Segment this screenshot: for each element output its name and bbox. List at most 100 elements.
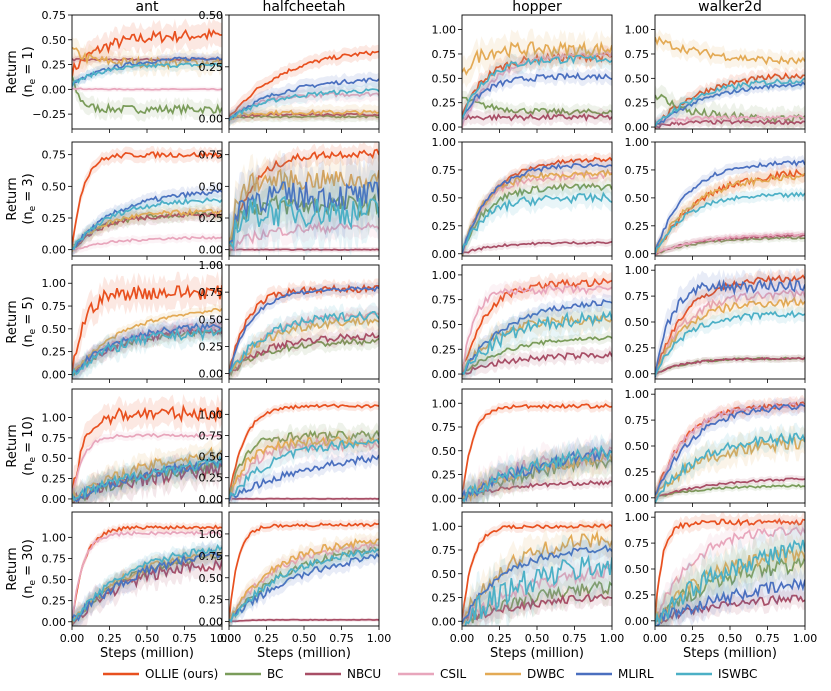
band-ollie-ours- [462,45,612,125]
band-dwbc [462,305,612,379]
y-tick-label: 0.00 [432,248,457,261]
band-csil [462,549,612,626]
band-ollie-ours- [655,162,805,256]
panel-walker2d-row4: 0.00 0.25 0.50 0.75 1.00 [625,388,806,507]
plot-area [229,44,379,128]
series-line-nbcu [462,112,612,122]
band-dwbc [655,28,805,72]
series-line-csil [72,530,222,623]
panel-ant-row4: 0.00 0.25 0.50 0.75 1.00 [42,388,223,507]
band-dwbc [655,289,805,379]
band-mlirl [72,539,222,626]
series-line-nbcu [229,112,379,121]
band-ollie-ours- [72,18,222,90]
panel-halfcheetah-row3: 0.00 0.25 0.50 0.75 1.00 [199,259,380,383]
band-mlirl [462,158,612,256]
y-tick-label: 0.75 [42,149,67,162]
series-line-dwbc [72,307,222,375]
plot-area [655,395,805,503]
panel-walker2d-row1: 0.00 0.25 0.50 0.75 1.00 [625,14,806,134]
panel-hopper-row2: 0.00 0.25 0.50 0.75 1.00 [432,136,613,261]
y-tick-label: 1.00 [42,412,67,425]
y-tick-label: 0.25 [42,595,67,608]
band-ollie-ours- [229,519,379,626]
series-line-mlirl [655,81,805,126]
band-mlirl [229,546,379,626]
y-tick-label: 0.25 [42,473,67,486]
series-line-dwbc [72,208,222,253]
band-iswbc [72,191,222,256]
y-tick-label: 0.75 [432,294,457,307]
series-line-iswbc [72,326,222,378]
band-dwbc [462,28,612,88]
y-tick-label: 0.75 [432,544,457,557]
x-tick-label: 0.75 [172,632,197,645]
plot-area [229,278,379,379]
y-tick-label: 0.75 [625,164,650,177]
y-tick-label: 0.00 [625,248,650,261]
band-mlirl [655,154,805,256]
y-tick-label: 0.00 [42,244,67,257]
band-nbcu [229,325,379,379]
row-label-return: Return [5,50,20,93]
row-label-1: Return (ne = 1) [5,46,38,97]
column-title-hopper: hopper [512,0,562,15]
band-csil [655,229,805,256]
y-tick-label: 0.00 [625,121,650,134]
series-line-nbcu [229,331,379,376]
y-tick-label: 0.50 [42,574,67,587]
y-tick-label: 0.25 [199,340,224,353]
x-tick-label: 0.25 [97,632,122,645]
panel-halfcheetah-row2: 0.00 0.25 0.50 0.75 [199,141,380,260]
x-tick-label: 1.00 [367,632,392,645]
legend-item-mlirl: MLIRL [576,667,654,681]
y-tick-label: 0.00 [199,368,224,381]
plot-area [229,519,379,626]
band-bc [229,539,379,626]
x-tick-label: 0.75 [755,632,780,645]
y-tick-label: 0.00 [625,492,650,505]
x-axis-label: Steps (million) [100,646,194,661]
band-iswbc [72,446,222,503]
band-mlirl [72,448,222,503]
legend-item-nbcu: NBCU [305,667,381,681]
y-tick-label: 0.75 [199,286,224,299]
x-axis-label: Steps (million) [490,646,584,661]
row-label-ne-open: (n [21,463,36,476]
legend-item-bc: BC [225,667,283,681]
series-line-bc [655,483,805,499]
band-iswbc [229,82,379,128]
y-tick-label: 0.50 [625,192,650,205]
panel-halfcheetah-row5: 0.000.250.500.751.000.00 0.25 0.50 0.75 1.00… [199,511,392,661]
y-tick-label: 1.00 [432,136,457,149]
series-line-mlirl [655,403,805,496]
column-title-halfcheetah: halfcheetah [262,0,345,15]
row-label-ne-tail: = 1) [21,46,36,79]
x-tick-label: 1.00 [793,632,818,645]
series-line-ollie-ours- [229,50,379,119]
band-dwbc [229,103,379,128]
y-tick-label: 0.75 [199,149,224,162]
panel-halfcheetah-row4: 0.00 0.25 0.50 0.75 1.00 [199,388,380,507]
panel-ant-row5: 0.00 0.25 0.50 0.75 1.00 0.00 0.25 0.50 0.75 1.00… [42,511,234,661]
series-line-iswbc [72,543,222,623]
series-line-dwbc [655,35,805,66]
band-nbcu [655,353,805,378]
y-tick-label: 0.00 [432,368,457,381]
y-tick-label: 1.00 [625,388,650,401]
series-line-iswbc [655,77,805,128]
legend-label: ISWBC [718,667,757,681]
y-tick-label: 0.50 [625,72,650,85]
band-mlirl [229,71,379,128]
row-label-ne-tail: = 5) [21,296,36,329]
band-iswbc [72,538,222,626]
y-tick-label: 0.50 [42,180,67,193]
y-tick-label: 0.00 [432,121,457,134]
row-label-3: Return (ne = 5) [5,296,38,347]
series-line-nbcu [462,479,612,501]
row-label-return: Return [5,547,20,590]
series-line-iswbc [462,310,612,375]
series-line-bc [462,96,612,117]
y-tick-label: 0.00 [199,616,224,629]
y-tick-label: 1.00 [625,24,650,37]
